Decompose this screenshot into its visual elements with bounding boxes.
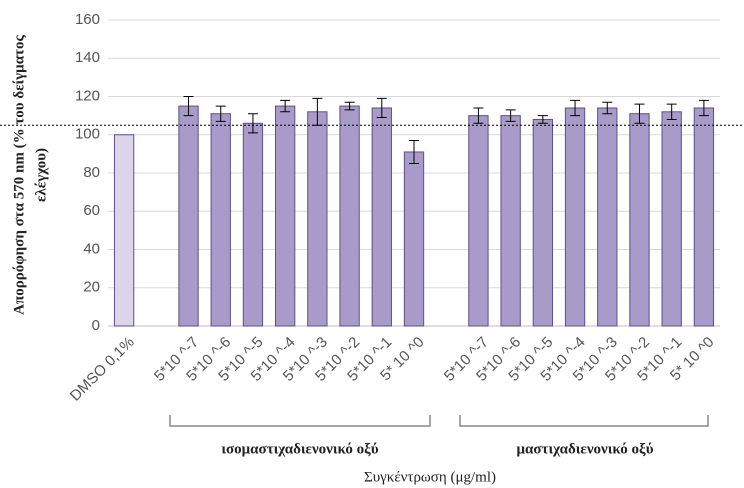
y-tick-label: 120 bbox=[75, 87, 100, 104]
error-bar bbox=[634, 103, 645, 124]
y-tick-label: 0 bbox=[92, 317, 100, 334]
error-bar bbox=[247, 113, 258, 134]
group-bracket bbox=[169, 415, 431, 427]
y-tick-label: 100 bbox=[75, 126, 100, 143]
error-bar bbox=[376, 97, 387, 119]
bar bbox=[242, 122, 264, 327]
bar bbox=[597, 107, 618, 327]
error-bar bbox=[698, 99, 709, 117]
bar bbox=[307, 111, 328, 327]
bar bbox=[500, 115, 521, 327]
x-tick-label: DMSO 0,1% bbox=[67, 334, 138, 405]
error-bar bbox=[409, 139, 419, 164]
y-axis-label: ελέγχου) bbox=[33, 148, 49, 202]
bar bbox=[371, 107, 392, 327]
y-tick-label: 160 bbox=[75, 11, 100, 28]
group-label: μαστιχαδιενονικό οξύ bbox=[517, 441, 654, 457]
bar bbox=[564, 107, 586, 327]
bar bbox=[661, 111, 682, 327]
bar bbox=[113, 134, 135, 327]
bar bbox=[339, 105, 360, 327]
error-bar bbox=[666, 103, 677, 120]
bar bbox=[274, 105, 296, 327]
x-axis-label: Συγκέντρωση (μg/ml) bbox=[364, 469, 496, 485]
error-bar bbox=[570, 99, 581, 117]
error-bar bbox=[280, 99, 291, 113]
y-tick-label: 80 bbox=[83, 164, 100, 181]
error-bar bbox=[602, 101, 613, 115]
error-bar bbox=[344, 101, 355, 111]
error-bar bbox=[537, 115, 548, 124]
y-tick-label: 40 bbox=[83, 240, 100, 257]
bar bbox=[693, 107, 715, 327]
bar bbox=[403, 151, 425, 327]
y-tick-label: 20 bbox=[83, 279, 100, 296]
group-bracket bbox=[459, 415, 709, 427]
bar bbox=[178, 105, 199, 327]
y-tick-label: 140 bbox=[75, 49, 100, 66]
y-tick-label: 60 bbox=[83, 202, 100, 219]
bar bbox=[210, 113, 231, 327]
error-bar bbox=[505, 109, 516, 122]
bar bbox=[532, 118, 554, 327]
error-bar bbox=[473, 107, 484, 124]
error-bar bbox=[215, 105, 226, 122]
y-axis-label: Απορρόφηση στα 570 nm (% του δείγματος bbox=[11, 35, 27, 315]
group-label: ισομαστιχαδιενονικό οξύ bbox=[221, 441, 379, 457]
bar bbox=[468, 115, 489, 327]
bar bbox=[629, 113, 650, 327]
error-bar bbox=[183, 96, 194, 117]
